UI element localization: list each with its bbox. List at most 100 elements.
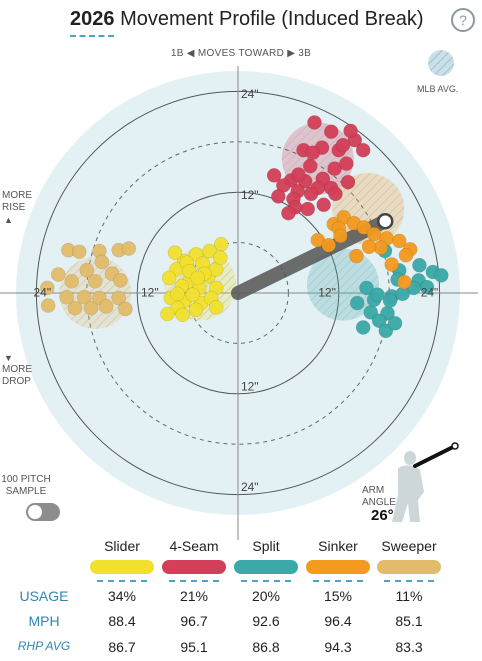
pitch-point <box>355 320 371 335</box>
pitch-point <box>378 323 394 339</box>
series-4-seam <box>266 115 371 221</box>
series-sweeper <box>40 241 137 317</box>
usage-cell: 20% <box>251 588 281 604</box>
pitch-point <box>398 247 414 263</box>
axis-label-inner-bottom: 12" <box>241 379 259 393</box>
pitch-name-split: Split <box>252 538 280 554</box>
rhp-avg-cell: 95.1 <box>180 639 208 655</box>
rhp-avg-cell: 86.7 <box>108 639 136 655</box>
axis-label-top: 24" <box>241 87 259 101</box>
pitch-point <box>190 270 205 286</box>
pitch-point <box>87 273 103 289</box>
pitch-point <box>323 124 339 140</box>
arm-angle-label: ARM ANGLE <box>362 485 396 509</box>
pitch-point <box>305 145 321 161</box>
more-rise-line2: RISE <box>2 202 26 213</box>
pitch-point <box>328 186 343 202</box>
pitch-point <box>64 273 79 289</box>
pitch-pill-slider[interactable] <box>90 560 154 574</box>
pitch-point <box>94 254 110 270</box>
more-rise-line1: MORE <box>2 190 32 201</box>
mph-cell: 92.6 <box>252 613 280 629</box>
mph-cell: 96.7 <box>180 613 208 629</box>
movement-chart: 24" 12" 12" 24" 24" 12" 12" 24" <box>0 50 478 540</box>
pitch-point <box>188 302 204 318</box>
pitcher-ball <box>451 442 459 450</box>
pitch-point <box>121 241 137 256</box>
arrow-right-icon: ▶ <box>287 48 296 59</box>
pitch-pill-sinker[interactable] <box>306 560 370 574</box>
pitch-point <box>355 142 371 158</box>
more-rise-label: MORE RISE ▲ <box>2 190 32 226</box>
usage-cell: 34% <box>107 588 137 604</box>
pitch-point <box>281 205 296 221</box>
pitch-point <box>40 298 56 313</box>
pitch-point <box>356 220 372 235</box>
pill-underline <box>384 580 434 582</box>
axis-label-left: 24" <box>33 285 51 299</box>
pitch-point <box>76 289 92 305</box>
pitcher-head <box>404 451 416 465</box>
pill-underline <box>313 580 363 582</box>
pitch-sample-toggle[interactable] <box>26 503 60 521</box>
pitch-point <box>67 300 83 316</box>
axis-label-inner-right: 12" <box>318 285 336 299</box>
mph-cell: 96.4 <box>324 613 352 629</box>
pitch-point <box>118 301 133 317</box>
pitch-point <box>397 274 412 290</box>
pitch-point <box>111 290 127 306</box>
mlb-avg-legend-icon <box>428 50 454 76</box>
pitch-point <box>307 115 322 130</box>
direction-label: 1B ◀ MOVES TOWARD ▶ 3B <box>0 48 482 59</box>
pitch-point <box>83 300 99 316</box>
pitch-name-4seam: 4-Seam <box>169 538 219 554</box>
more-drop-line1: MORE <box>2 364 32 375</box>
pitch-point <box>433 268 449 283</box>
pitch-point <box>175 307 190 323</box>
pitch-pill-split[interactable] <box>234 560 298 574</box>
pitch-point <box>59 289 74 305</box>
pitch-point <box>335 137 351 153</box>
arm-angle-marker <box>376 212 394 230</box>
help-icon[interactable]: ? <box>451 8 475 32</box>
pitch-point <box>412 257 427 273</box>
pitch-point <box>161 270 177 286</box>
pitch-point <box>340 174 356 190</box>
pitch-pill-sweeper[interactable] <box>377 560 441 574</box>
pitch-point <box>98 299 114 314</box>
pitch-point <box>302 158 318 174</box>
series-split <box>349 243 449 339</box>
pitch-point <box>382 293 398 308</box>
pitch-point <box>303 186 319 202</box>
pitch-point <box>213 250 228 266</box>
rhp-avg-cell: 86.8 <box>252 639 280 655</box>
pitcher-silhouette-icon <box>392 442 459 522</box>
pitch-point <box>371 313 387 329</box>
pitch-point <box>291 167 306 182</box>
axis-label-bottom: 24" <box>241 480 259 494</box>
pitch-point <box>202 243 217 259</box>
mph-row-label: MPH <box>28 613 60 629</box>
mlb-avg-label: MLB AVG. <box>417 84 459 94</box>
pitch-point <box>40 280 55 296</box>
pitch-point <box>266 168 282 183</box>
pitcher-arm <box>413 444 457 468</box>
pitch-point <box>316 197 331 213</box>
axis-label-inner-left: 12" <box>141 285 159 299</box>
more-drop-line2: DROP <box>2 376 31 387</box>
pitch-point <box>366 226 382 242</box>
pitch-point <box>370 287 385 302</box>
pitch-point <box>361 239 377 255</box>
axis-label-inner-top: 12" <box>241 188 259 202</box>
pitch-point <box>185 287 200 302</box>
pitch-point <box>349 248 364 264</box>
legend-hatch <box>428 50 454 76</box>
pitch-name-sinker: Sinker <box>318 538 358 554</box>
pitch-point <box>71 244 87 260</box>
axis-label-right: 24" <box>421 285 439 299</box>
pitch-point <box>208 299 224 315</box>
pitch-point <box>167 245 183 260</box>
pitch-point <box>300 201 316 217</box>
arrow-left-icon: ◀ <box>186 48 195 59</box>
pitch-pill-4seam[interactable] <box>162 560 226 574</box>
